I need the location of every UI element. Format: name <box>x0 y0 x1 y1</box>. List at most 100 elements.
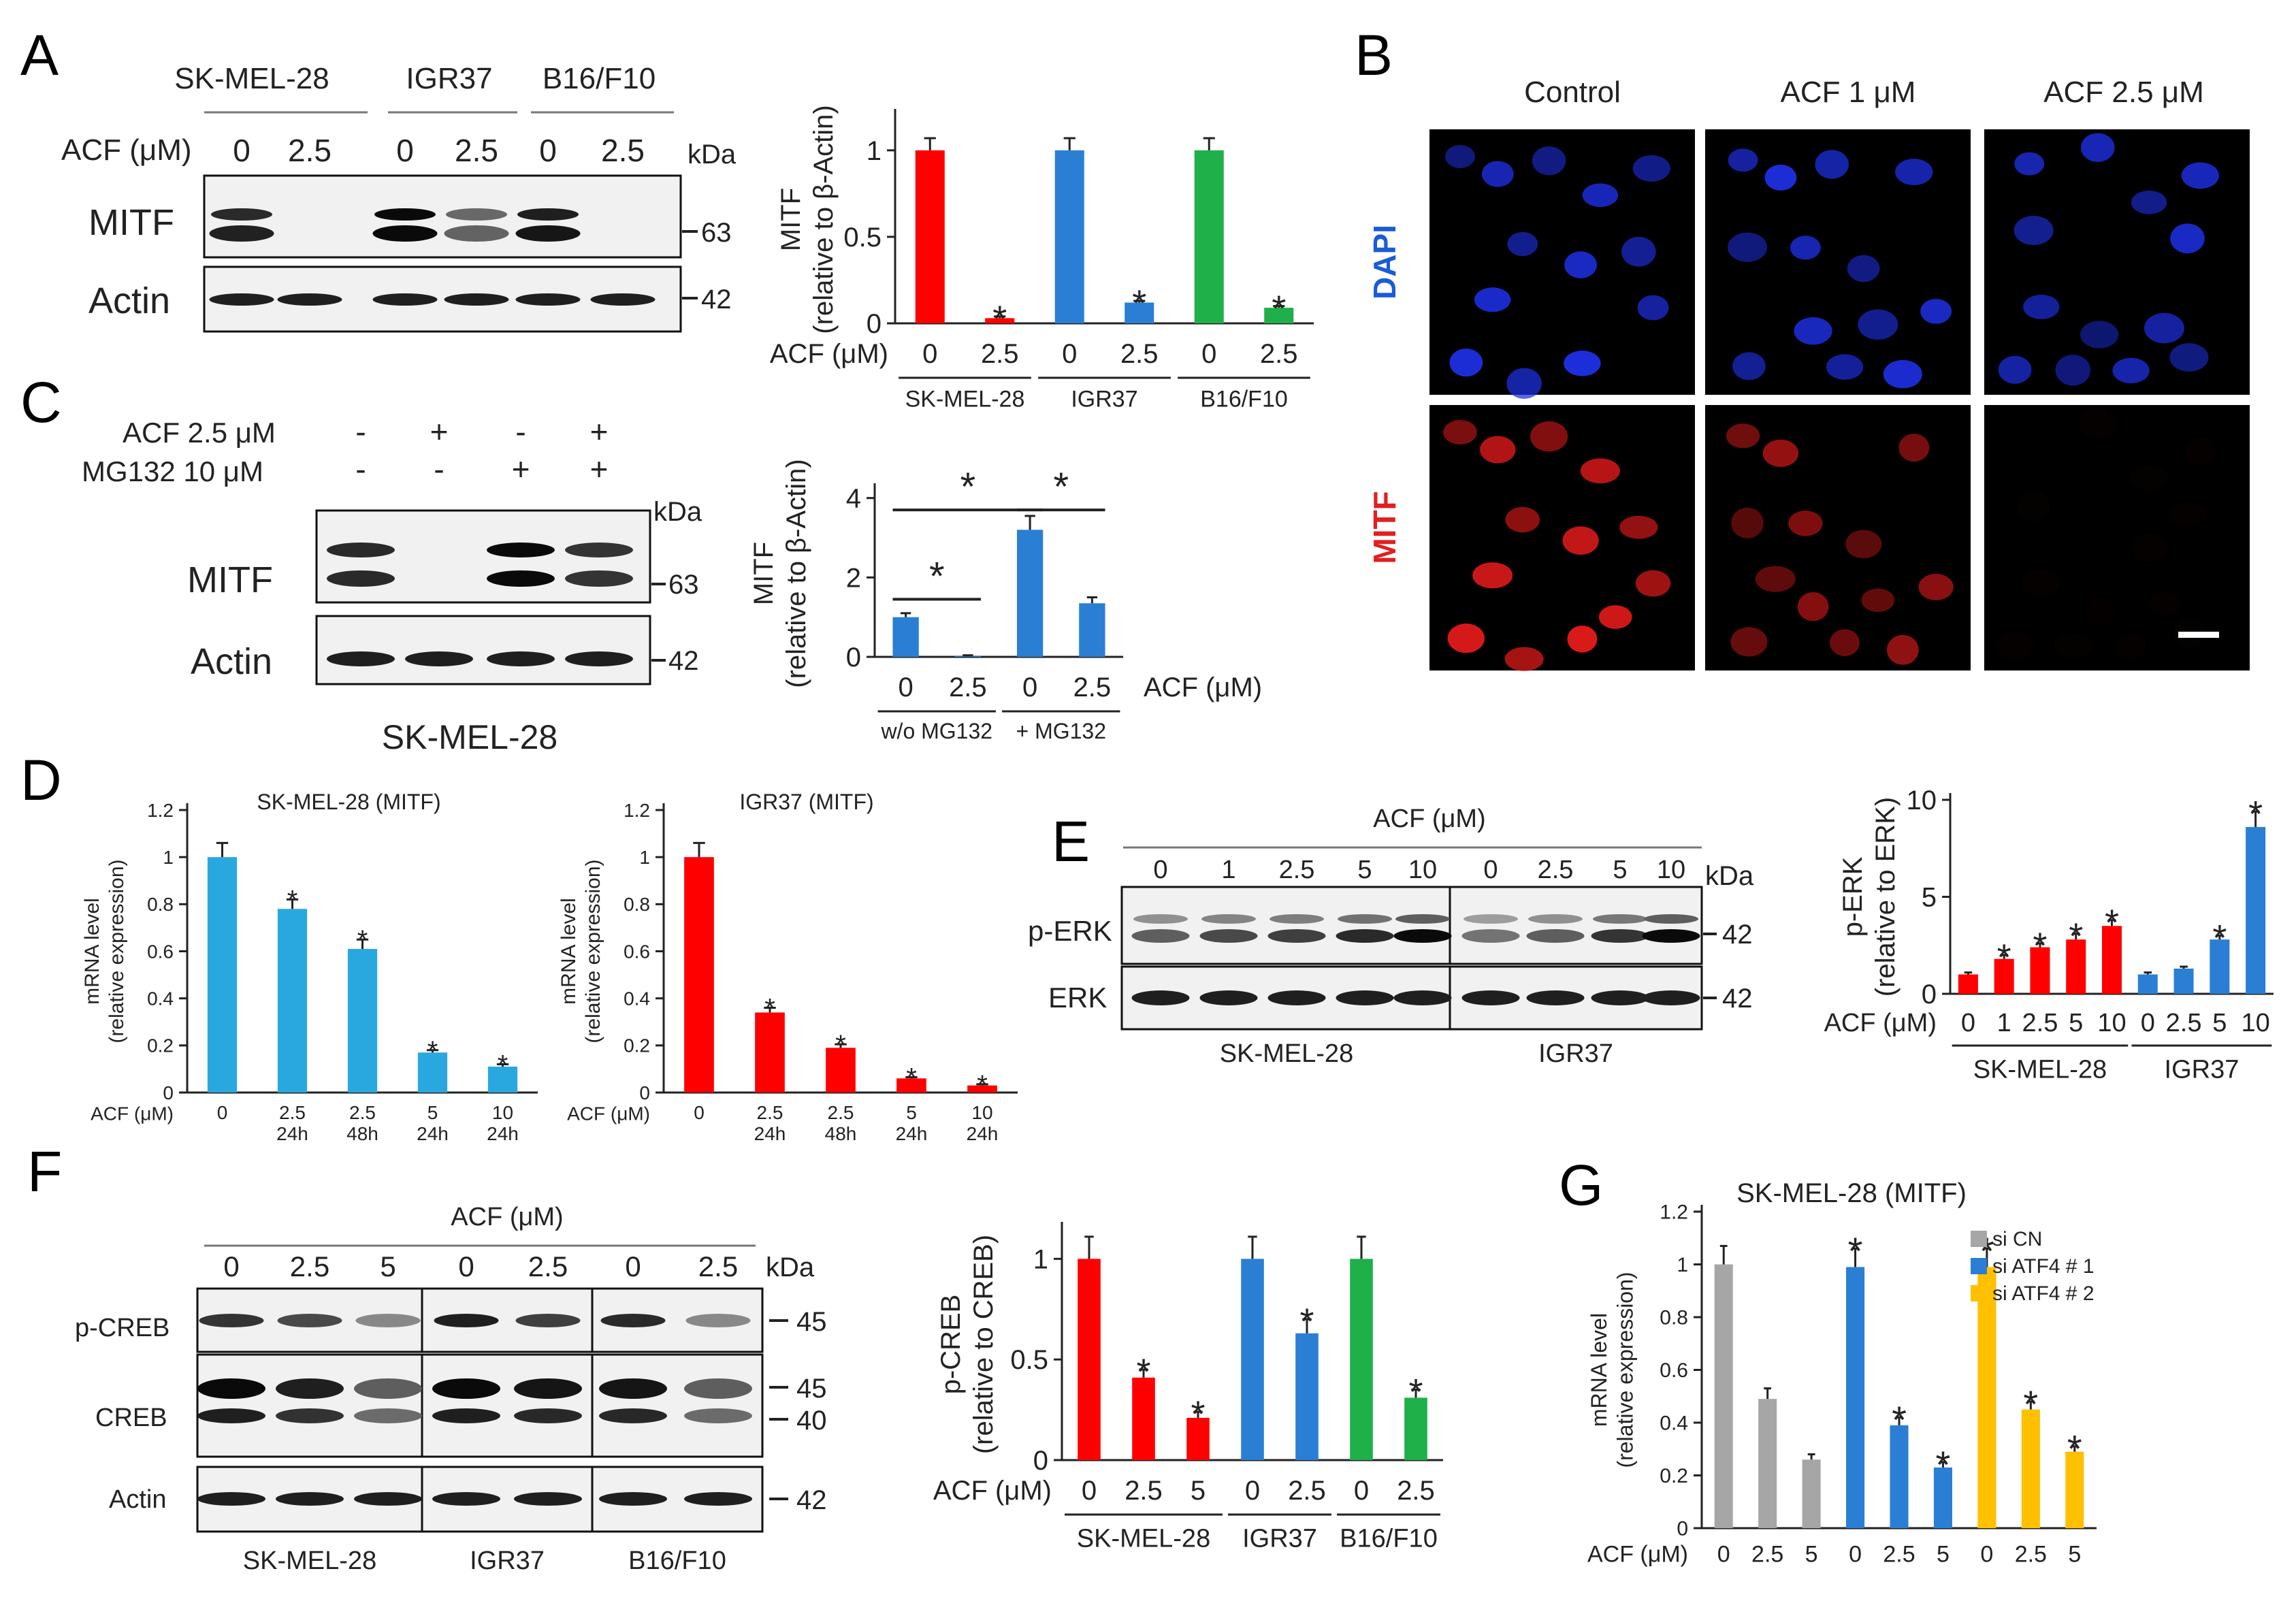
cell-nucleus <box>1815 150 1849 179</box>
group-label: IGR37 <box>1071 387 1137 413</box>
y-tick-label: 10 <box>1907 786 1937 815</box>
cell-nucleus <box>1445 145 1475 168</box>
blot-strip <box>591 1353 764 1458</box>
y-tick-label: 0 <box>1033 1446 1048 1476</box>
y-tick-label: 2 <box>846 563 861 593</box>
cell-nucleus <box>1562 526 1599 555</box>
x-tick-label: 0 <box>1849 1541 1862 1567</box>
cell-nucleus <box>2185 437 2216 465</box>
band <box>514 1492 582 1506</box>
band <box>515 1314 581 1327</box>
cell-line-label: SK-MEL-28 <box>243 1547 376 1575</box>
band <box>444 293 509 306</box>
cell-nucleus <box>1621 236 1656 267</box>
band <box>209 293 274 306</box>
column-label: ACF 1 μM <box>1781 76 1916 109</box>
cell-nucleus <box>2023 294 2060 319</box>
y-axis-label: mRNA level <box>1587 1313 1611 1427</box>
band <box>277 1314 342 1327</box>
band <box>600 1314 666 1327</box>
bar <box>1714 1264 1733 1528</box>
band <box>565 651 633 666</box>
x-tick-label: 0 <box>1717 1541 1730 1567</box>
y-tick-label: 4 <box>846 484 861 514</box>
marker-45: 45 <box>796 1374 827 1404</box>
cell-nucleus <box>1443 419 1477 445</box>
cell-nucleus <box>1755 566 1796 592</box>
band <box>515 225 581 242</box>
microscopy-b: Control ACF 1 μM ACF 2.5 μM DAPI MITF <box>1367 76 2250 671</box>
cell-nucleus <box>1632 155 1670 182</box>
x-tick-label: 10 <box>2241 1009 2269 1037</box>
band <box>1336 929 1394 943</box>
x-tick-label: 2.5 <box>1288 1476 1326 1506</box>
lane-label: 5 <box>1613 856 1627 884</box>
bar <box>1758 1399 1777 1528</box>
cell-nucleus <box>1847 255 1880 282</box>
group-label: w/o MG132 <box>880 719 992 743</box>
cell-nucleus <box>1998 355 2032 384</box>
lane-label: 0 <box>539 133 557 168</box>
bar <box>1977 1267 1996 1528</box>
cell-nucleus <box>1504 647 1544 671</box>
x-tick-label: 5 <box>427 1102 438 1123</box>
x-tick-label: 2.5 <box>1073 673 1112 702</box>
group-label: B16/F10 <box>1340 1525 1438 1553</box>
chart-d-sk-mel-28: 00.20.40.60.811.20*2.524h*2.548h*524h*10… <box>81 790 538 1144</box>
chart-c: 0 2 4 0 2.5 0 2.5 ACF (μM) MITF (relative to β-Ac… <box>749 459 1262 743</box>
significance-star: * <box>357 925 368 955</box>
row-label-actin: Actin <box>191 641 272 682</box>
lane-label: 0 <box>1153 856 1167 884</box>
group-label: SK-MEL-28 <box>905 387 1025 413</box>
cell-nucleus <box>2084 596 2115 624</box>
band <box>1591 929 1649 943</box>
cell-nucleus <box>2116 633 2146 660</box>
blot-strip-mitf <box>203 174 682 259</box>
cell-nucleus <box>1732 352 1766 381</box>
bar <box>1404 1397 1427 1460</box>
cell-nucleus <box>2148 592 2181 616</box>
cell-nucleus <box>1764 164 1797 191</box>
lane-label: 0 <box>458 1250 474 1282</box>
significance-star: * <box>2105 902 2119 943</box>
cell-nucleus <box>1826 354 1864 380</box>
x-tick-label: 2.5 <box>1751 1541 1783 1567</box>
band <box>1270 914 1324 924</box>
bar <box>2210 939 2230 994</box>
x-tick-label: 24h <box>487 1123 519 1144</box>
chart-g: 00.20.40.60.811.20 2.5 5*0*2.5*5*0*2.5*5AC… <box>1587 1178 2097 1567</box>
chart-title: SK-MEL-28 (MITF) <box>257 790 440 814</box>
significance-star: * <box>977 1070 988 1100</box>
kda-label: kDa <box>766 1252 815 1282</box>
row-label-mitf: MITF <box>1367 491 1402 564</box>
band <box>277 293 342 306</box>
row-label-mitf: MITF <box>88 202 174 243</box>
band <box>432 1492 500 1506</box>
cell-nucleus <box>1564 251 1597 278</box>
lane-label: 0 <box>1483 856 1498 884</box>
significance-star: * <box>287 885 298 915</box>
x-tick-label: 10 <box>971 1102 992 1123</box>
band <box>432 1408 500 1423</box>
x-tick-label: 24h <box>967 1123 999 1144</box>
group-label: B16/F10 <box>1200 387 1288 413</box>
significance-star: * <box>1408 1372 1423 1412</box>
significance-star: * <box>1053 465 1069 509</box>
significance-star: * <box>929 554 945 598</box>
cell-nucleus <box>1895 159 1933 186</box>
significance-star: * <box>1272 288 1286 329</box>
x-axis-prefix: ACF (μM) <box>1824 1009 1937 1037</box>
cell-nucleus <box>1481 161 1514 187</box>
lane-label: 2.5 <box>1279 856 1315 884</box>
band <box>514 1378 582 1399</box>
band <box>1395 914 1450 924</box>
bar <box>1241 1259 1264 1460</box>
cell-nucleus <box>2079 408 2116 438</box>
cell-nucleus <box>1762 439 1799 468</box>
bar <box>417 1052 448 1093</box>
x-tick-label: 48h <box>346 1123 378 1144</box>
band <box>434 1314 499 1327</box>
y-axis-label: p-ERK <box>1838 856 1868 937</box>
y-tick-label: 1 <box>639 847 650 868</box>
x-tick-label: 5 <box>2212 1009 2227 1037</box>
